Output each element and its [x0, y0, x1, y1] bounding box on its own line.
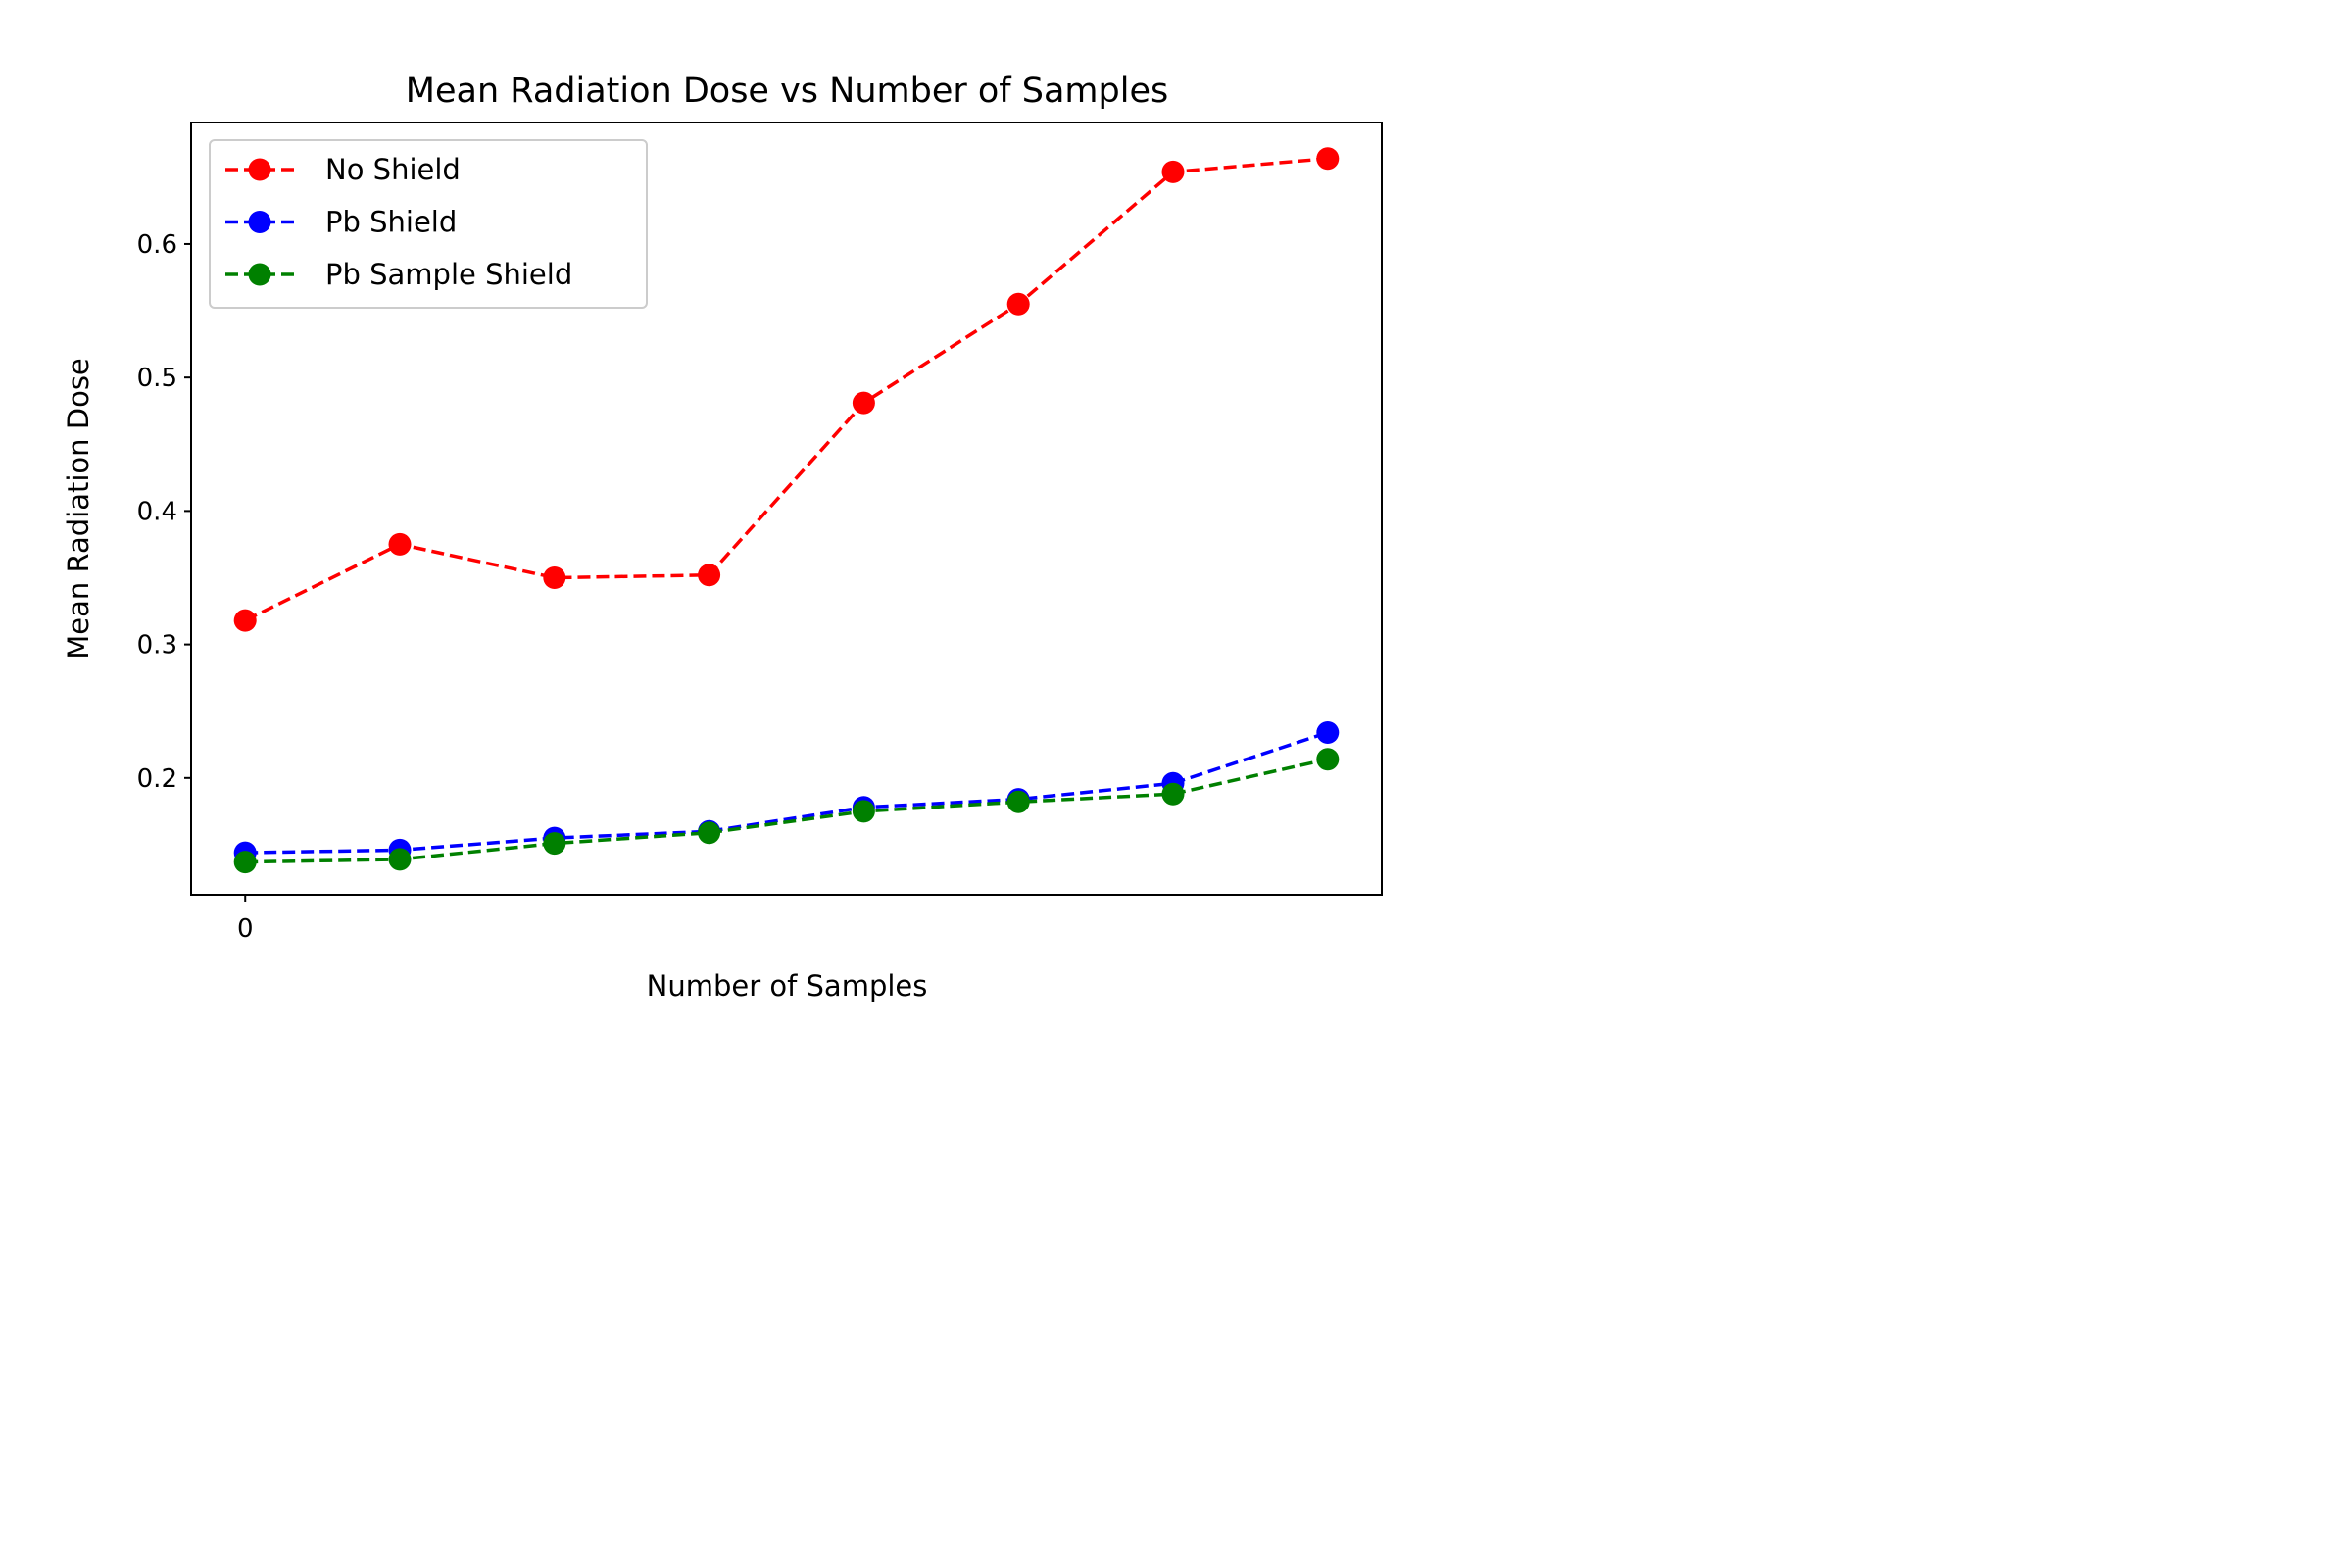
axes: 0.2 0.3 0.4 0.5 0.6 0	[137, 230, 254, 944]
plot-frame	[190, 122, 1383, 896]
legend-marker-1	[248, 211, 271, 233]
series-2-point-6	[1161, 782, 1185, 806]
legend: No Shield Pb Shield Pb Sample Shield	[209, 139, 648, 309]
legend-marker-2	[248, 263, 271, 286]
series-0-point-0	[233, 609, 257, 632]
series-1-point-7	[1316, 721, 1340, 744]
legend-label-0: No Shield	[325, 153, 461, 186]
series-2-point-7	[1316, 748, 1340, 771]
series-2-point-4	[852, 800, 875, 823]
series-2-point-2	[543, 832, 566, 856]
legend-marker-0	[248, 158, 271, 181]
series-0-point-7	[1316, 147, 1340, 171]
series-2-point-3	[698, 821, 721, 845]
series-0-point-6	[1161, 160, 1185, 183]
legend-entries: No Shield Pb Shield Pb Sample Shield	[225, 153, 572, 291]
series-2-point-0	[233, 851, 257, 874]
y-tick-label-2: 0.4	[137, 497, 177, 526]
series-0-point-4	[852, 391, 875, 415]
series-2-point-5	[1006, 790, 1030, 813]
y-tick-label-0: 0.2	[137, 764, 177, 794]
series-0-point-3	[698, 564, 721, 587]
series-0-point-5	[1006, 292, 1030, 316]
series-line-1	[245, 730, 1329, 855]
plot-area	[233, 147, 1340, 874]
line-chart: Mean Radiation Dose vs Number of Samples…	[0, 0, 1514, 1017]
series-line-0	[244, 157, 1328, 622]
series-2-point-1	[388, 848, 412, 871]
legend-box	[209, 139, 648, 309]
x-tick-label-0: 0	[237, 914, 254, 944]
series-0-point-2	[543, 566, 566, 589]
legend-label-1: Pb Shield	[325, 206, 457, 239]
y-tick-label-3: 0.5	[137, 364, 177, 393]
series-line-2	[245, 757, 1329, 864]
x-axis-title: Number of Samples	[647, 969, 928, 1003]
y-tick-label-1: 0.3	[137, 631, 177, 661]
series-0-point-1	[388, 532, 412, 556]
legend-label-2: Pb Sample Shield	[325, 258, 572, 291]
y-axis-title: Mean Radiation Dose	[62, 358, 95, 660]
chart-title: Mean Radiation Dose vs Number of Samples	[406, 72, 1168, 111]
y-tick-label-4: 0.6	[137, 230, 177, 260]
